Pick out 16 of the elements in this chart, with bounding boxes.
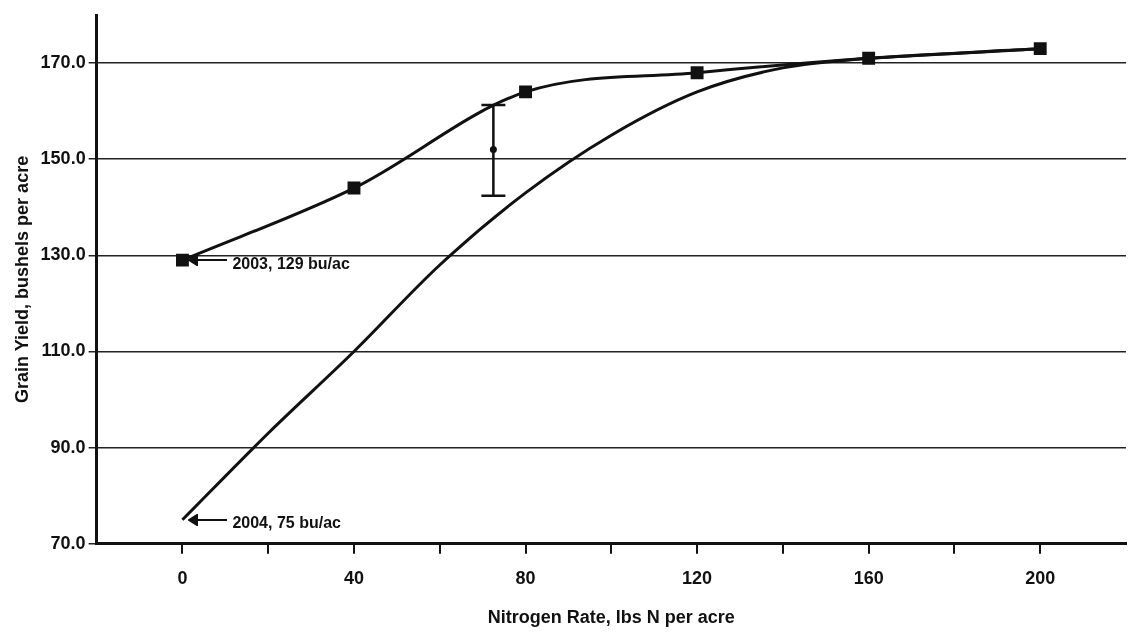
y-tick-label: 150.0	[40, 148, 86, 169]
y-tick-label: 90.0	[50, 436, 86, 457]
y-axis-title: Grain Yield, bushels per acre	[11, 155, 32, 403]
x-tick-label: 0	[177, 567, 188, 588]
x-tick-label: 40	[343, 567, 364, 588]
y-tick-label: 170.0	[40, 52, 86, 73]
y-tick-label: 110.0	[41, 340, 86, 361]
x-tick-label: 200	[1025, 567, 1056, 588]
annotation: 2004, 75 bu/ac	[232, 514, 342, 532]
y-tick-label: 70.0	[50, 532, 86, 553]
x-axis-title: Nitrogen Rate, lbs N per acre	[487, 607, 735, 628]
x-tick-label: 80	[515, 567, 536, 588]
y-tick-label: 130.0	[40, 244, 86, 265]
x-tick-label: 160	[853, 567, 884, 588]
annotation: 2003, 129 bu/ac	[232, 254, 350, 272]
x-tick-label: 120	[682, 567, 713, 588]
